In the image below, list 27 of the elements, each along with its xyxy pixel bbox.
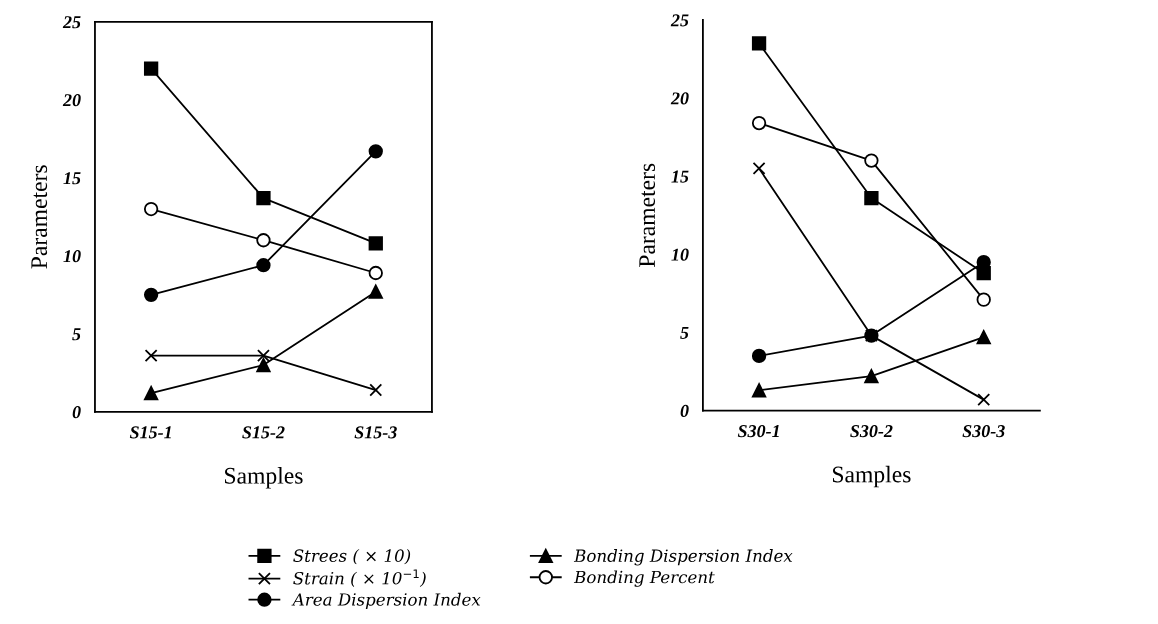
y-tick-label: 0 — [72, 406, 81, 419]
y-tick-label: 15 — [63, 172, 81, 185]
y-axis-title: Parameters — [31, 165, 48, 269]
x-axis-title: Samples — [832, 465, 911, 488]
y-tick-label: 25 — [62, 16, 81, 29]
y-tick-label: 10 — [671, 248, 689, 261]
x-tick-label: S30-2 — [850, 425, 893, 438]
x-tick-label: S30-3 — [962, 425, 1005, 438]
legend-label: Area Dispersion Index — [291, 592, 481, 609]
y-tick-label: 0 — [680, 404, 689, 418]
x-tick-label: S15-1 — [129, 426, 171, 439]
y-tick-label: 5 — [72, 328, 81, 341]
y-tick-label: 20 — [670, 92, 689, 105]
legend-label: Strain ( × 10$^{−1}$) — [293, 569, 426, 587]
legend-label: Bonding Percent — [573, 570, 715, 587]
y-tick-label: 25 — [670, 14, 689, 27]
x-axis-title: Samples — [225, 467, 303, 489]
y-tick-label: 20 — [62, 94, 81, 107]
y-axis-title: Parameters — [639, 163, 656, 268]
legend-label: Strees ( × 10) — [293, 549, 411, 565]
x-tick-label: S15-2 — [242, 426, 285, 439]
x-tick-label: S15-3 — [354, 426, 397, 439]
y-tick-label: 5 — [680, 326, 689, 339]
legend-label: Bonding Dispersion Index — [573, 549, 793, 566]
y-tick-label: 15 — [671, 170, 689, 183]
y-tick-label: 10 — [63, 250, 81, 263]
x-tick-label: S30-1 — [737, 425, 779, 438]
